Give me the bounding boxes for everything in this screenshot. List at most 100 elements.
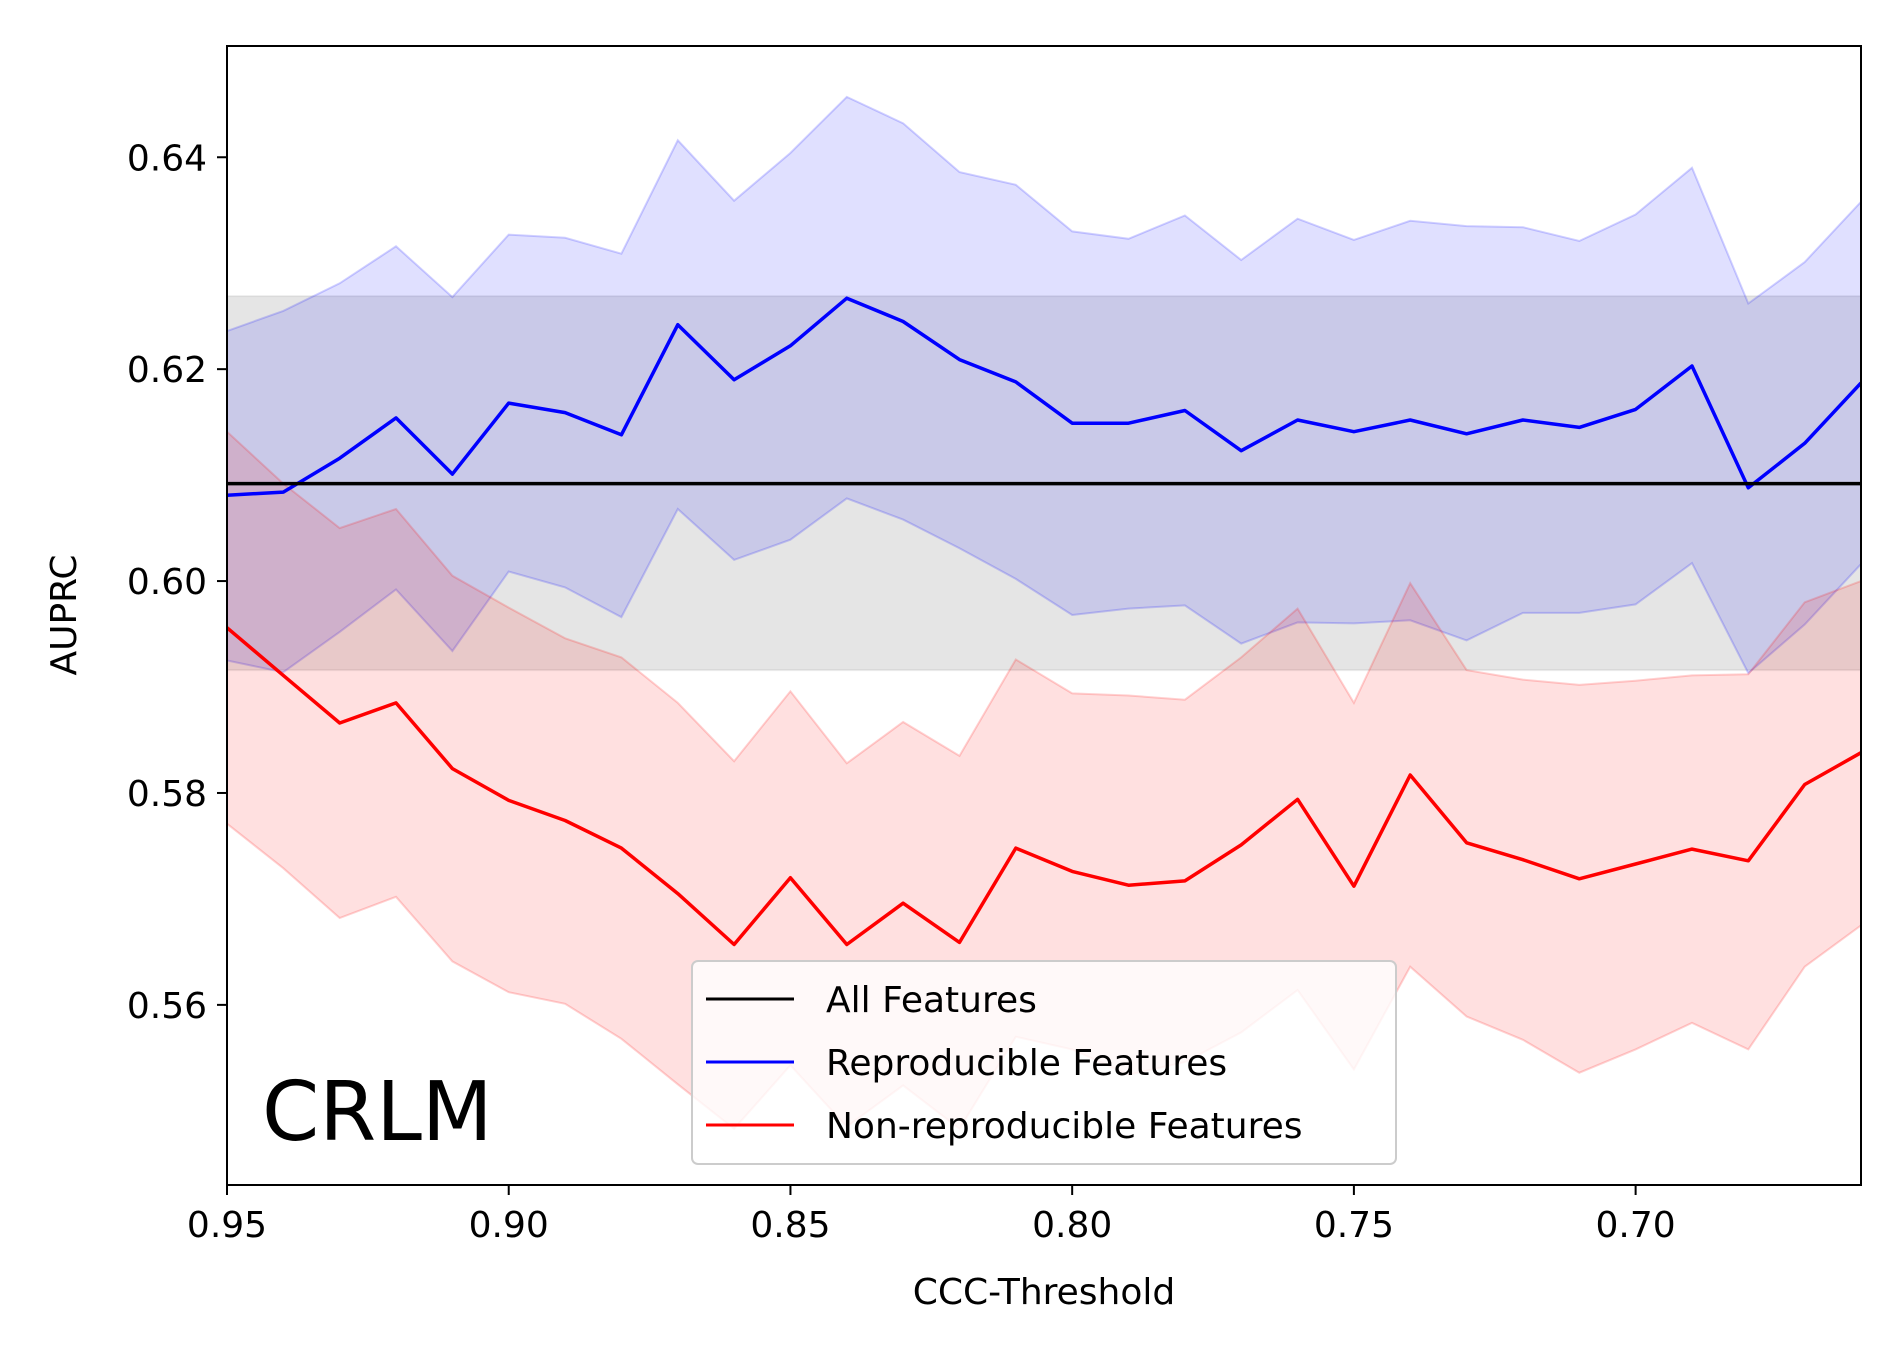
point-reproducible-features (1578, 426, 1581, 429)
point-all-features (902, 482, 905, 485)
point-reproducible-features (1296, 419, 1299, 422)
series-reproducible-features (227, 296, 1861, 497)
point-all-features (1634, 482, 1637, 485)
y-tick-label: 0.64 (127, 138, 207, 179)
point-reproducible-features (902, 320, 905, 323)
point-reproducible-features (845, 297, 848, 300)
point-reproducible-features (1634, 408, 1637, 411)
x-tick-label: 0.75 (1314, 1205, 1394, 1246)
point-all-features (1747, 482, 1750, 485)
axes: 0.95 0.90 0.85 0.80 0.75 0.70 0.56 0.58 0.60 0.62… (127, 138, 1676, 1246)
point-reproducible-features (1014, 380, 1017, 383)
point-non-reproducible-features (902, 902, 905, 905)
point-all-features (507, 482, 510, 485)
point-reproducible-features (282, 491, 285, 494)
point-non-reproducible-features (451, 767, 454, 770)
point-reproducible-features (733, 378, 736, 381)
point-non-reproducible-features (338, 722, 341, 725)
point-reproducible-features (338, 457, 341, 460)
point-all-features (395, 482, 398, 485)
point-non-reproducible-features (1071, 870, 1074, 873)
point-reproducible-features (1071, 422, 1074, 425)
point-non-reproducible-features (1014, 847, 1017, 850)
point-all-features (1352, 482, 1355, 485)
point-reproducible-features (1747, 486, 1750, 489)
point-all-features (1465, 482, 1468, 485)
point-non-reproducible-features (1127, 884, 1130, 887)
legend: All Features Reproducible Features Non-r… (691, 960, 1397, 1165)
legend-label-reproducible-features: Reproducible Features (826, 1043, 1227, 1084)
point-non-reproducible-features (1465, 841, 1468, 844)
point-non-reproducible-features (1296, 798, 1299, 801)
plot-frame (226, 45, 1862, 1186)
point-all-features (958, 482, 961, 485)
x-tick-label: 0.95 (187, 1205, 267, 1246)
point-non-reproducible-features (620, 847, 623, 850)
point-non-reproducible-features (282, 674, 285, 677)
point-all-features (1803, 482, 1806, 485)
point-non-reproducible-features (1691, 848, 1694, 851)
series-all-features (227, 481, 1861, 486)
point-non-reproducible-features (395, 701, 398, 704)
point-all-features (1014, 482, 1017, 485)
point-reproducible-features (1803, 442, 1806, 445)
point-reproducible-features (958, 358, 961, 361)
point-all-features (1409, 482, 1412, 485)
band-reproducible-features (227, 95, 1861, 675)
y-tick-label: 0.58 (127, 774, 207, 815)
point-reproducible-features (395, 416, 398, 419)
point-non-reproducible-features (1183, 879, 1186, 882)
point-non-reproducible-features (1747, 859, 1750, 862)
point-non-reproducible-features (1240, 843, 1243, 846)
point-non-reproducible-features (1578, 877, 1581, 880)
point-all-features (564, 482, 567, 485)
point-all-features (1127, 482, 1130, 485)
point-reproducible-features (676, 323, 679, 326)
point-non-reproducible-features (733, 943, 736, 946)
point-reproducible-features (1691, 365, 1694, 368)
point-non-reproducible-features (1803, 783, 1806, 786)
point-all-features (338, 482, 341, 485)
plot-area (227, 95, 1861, 1131)
point-non-reproducible-features (789, 876, 792, 879)
legend-box (691, 960, 1397, 1165)
x-tick-label: 0.85 (750, 1205, 830, 1246)
point-reproducible-features (1409, 419, 1412, 422)
x-tick-label: 0.90 (469, 1205, 549, 1246)
x-axis-label: CCC-Threshold (913, 1272, 1176, 1313)
point-non-reproducible-features (507, 799, 510, 802)
point-all-features (1521, 482, 1524, 485)
panel-label: CRLM (262, 1065, 493, 1160)
y-tick-label: 0.60 (127, 562, 207, 603)
point-non-reproducible-features (845, 943, 848, 946)
point-non-reproducible-features (1634, 863, 1637, 866)
point-all-features (1240, 482, 1243, 485)
point-reproducible-features (620, 433, 623, 436)
point-all-features (676, 482, 679, 485)
point-all-features (451, 482, 454, 485)
point-all-features (1578, 482, 1581, 485)
point-all-features (789, 482, 792, 485)
y-tick-label: 0.62 (127, 350, 207, 391)
point-all-features (282, 482, 285, 485)
point-non-reproducible-features (1352, 885, 1355, 888)
point-reproducible-features (1127, 422, 1130, 425)
point-non-reproducible-features (1521, 858, 1524, 861)
point-reproducible-features (1352, 430, 1355, 433)
y-axis-label: AUPRC (44, 554, 85, 675)
series-non-reproducible-features (227, 626, 1861, 947)
y-tick-label: 0.56 (127, 986, 207, 1027)
point-reproducible-features (789, 344, 792, 347)
x-tick-label: 0.80 (1032, 1205, 1112, 1246)
point-reproducible-features (1183, 409, 1186, 412)
point-all-features (1183, 482, 1186, 485)
point-all-features (620, 482, 623, 485)
point-non-reproducible-features (1409, 774, 1412, 777)
point-non-reproducible-features (564, 819, 567, 822)
legend-label-all-features: All Features (826, 980, 1037, 1021)
point-all-features (1071, 482, 1074, 485)
point-all-features (1296, 482, 1299, 485)
point-all-features (1691, 482, 1694, 485)
